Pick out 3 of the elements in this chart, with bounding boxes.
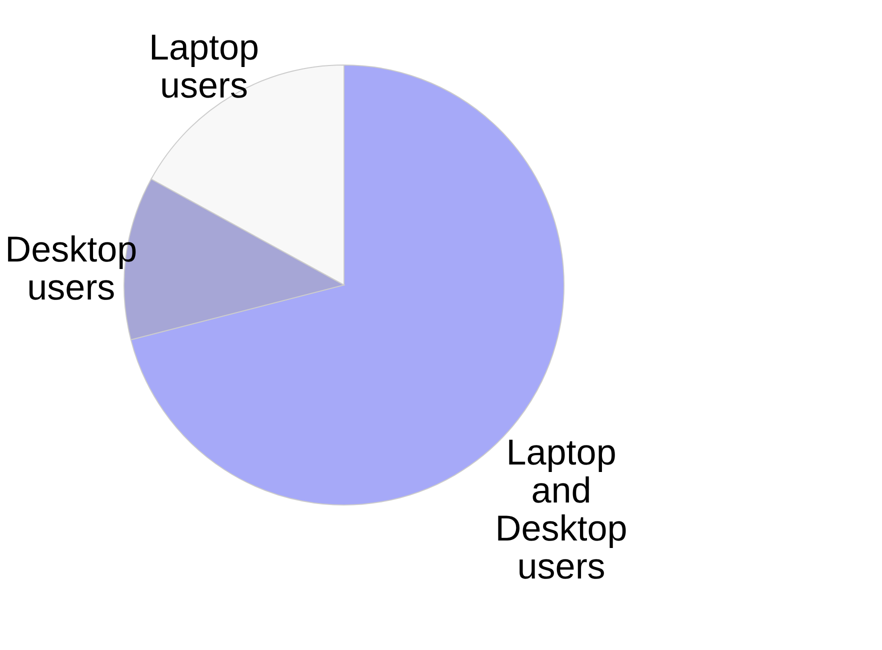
slice-label: Laptop users — [148, 26, 260, 106]
slice-label: Desktop users — [5, 228, 138, 308]
slice-label: Laptop and Desktop users — [495, 432, 628, 587]
